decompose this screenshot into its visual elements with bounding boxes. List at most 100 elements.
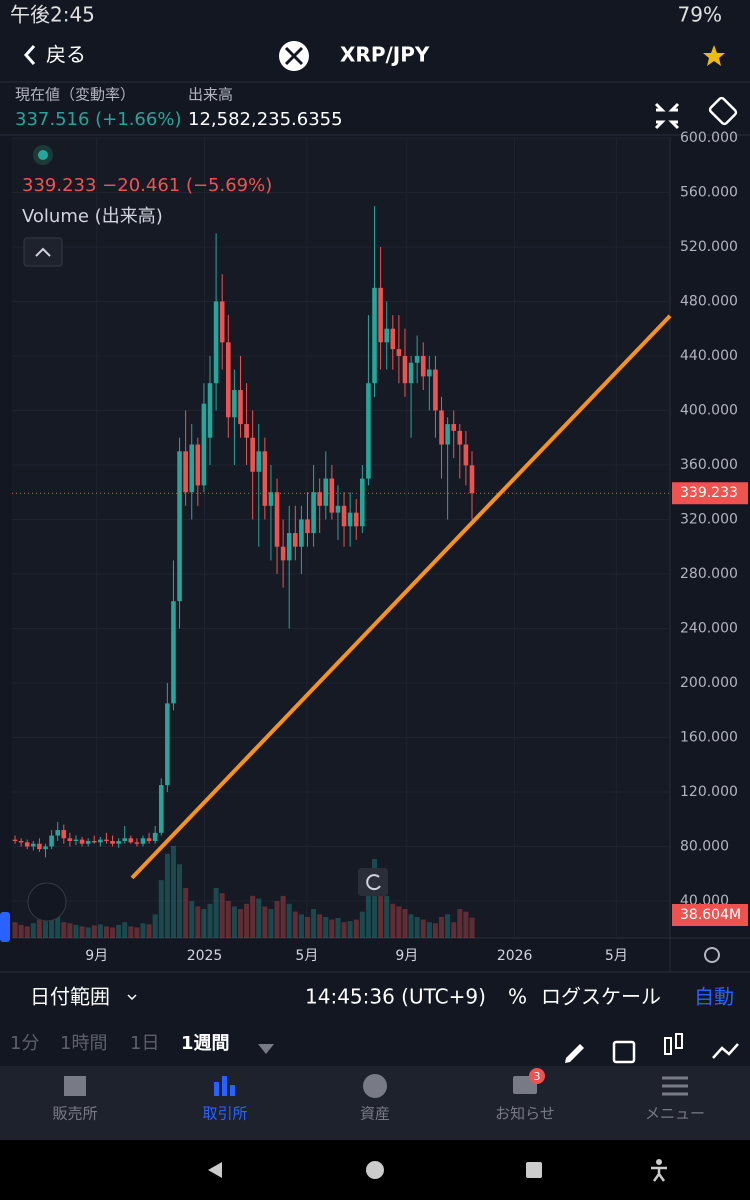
candle-body bbox=[140, 838, 146, 844]
system-back[interactable] bbox=[208, 1162, 222, 1178]
x-tick-label: 5月 bbox=[605, 948, 628, 964]
candle-body bbox=[305, 519, 310, 534]
volume-bar bbox=[244, 903, 250, 938]
nav-label[interactable]: お知らせ bbox=[495, 1105, 555, 1123]
volume-bar bbox=[237, 909, 243, 938]
volume-bar bbox=[469, 917, 475, 938]
draw-icon[interactable] bbox=[565, 1044, 584, 1063]
volume-bar bbox=[49, 918, 55, 938]
candle-body bbox=[463, 444, 469, 466]
chart: 40.00080.000120.000160.000200.000240.000… bbox=[12, 130, 750, 972]
y-tick-label: 600.000 bbox=[680, 130, 738, 146]
volume-bar bbox=[372, 859, 378, 938]
back-icon[interactable] bbox=[23, 45, 36, 65]
pair-title: XRP/JPY bbox=[340, 43, 430, 67]
candle-body bbox=[329, 478, 335, 513]
log-toggle[interactable]: ログスケール bbox=[541, 985, 661, 1009]
candle-body bbox=[12, 839, 18, 841]
save-icon[interactable] bbox=[612, 1040, 636, 1064]
interval-more[interactable] bbox=[258, 1044, 274, 1054]
interval-tab[interactable]: 1日 bbox=[130, 1033, 159, 1054]
system-recents[interactable] bbox=[526, 1162, 542, 1178]
candle-body bbox=[457, 430, 463, 445]
candle-body bbox=[353, 512, 359, 527]
volume-bar bbox=[85, 927, 91, 938]
volume-bar bbox=[359, 911, 365, 938]
volume-bar bbox=[189, 901, 195, 938]
chart-type-icon[interactable] bbox=[712, 1043, 739, 1059]
settings-icon[interactable] bbox=[704, 947, 720, 963]
reset-button[interactable] bbox=[358, 868, 388, 896]
candle-body bbox=[469, 465, 475, 494]
nav-label[interactable]: 販売所 bbox=[52, 1105, 97, 1123]
candle-body bbox=[91, 840, 97, 843]
dropdown-icon bbox=[127, 994, 137, 1001]
volume-value: 12,582,235.6355 bbox=[188, 109, 343, 130]
candle-body bbox=[67, 838, 73, 841]
candle-body bbox=[110, 840, 115, 844]
tv-logo bbox=[27, 882, 67, 922]
candle-body bbox=[98, 839, 103, 843]
candle-body bbox=[439, 410, 444, 445]
volume-bar bbox=[384, 895, 390, 938]
volume-bar bbox=[30, 923, 36, 938]
back-button[interactable]: 戻る bbox=[46, 43, 86, 67]
nav-icon bbox=[230, 1085, 235, 1096]
side-tab[interactable] bbox=[0, 912, 10, 942]
candle-body bbox=[232, 390, 237, 418]
volume-bar bbox=[97, 924, 103, 938]
interval-tab[interactable]: 1時間 bbox=[60, 1033, 107, 1054]
plot-area bbox=[12, 137, 670, 938]
nav-label[interactable]: 資産 bbox=[360, 1105, 390, 1123]
date-range[interactable]: 日付範囲 bbox=[30, 985, 110, 1009]
nav-label[interactable]: 取引所 bbox=[202, 1105, 247, 1123]
auto-toggle[interactable]: 自動 bbox=[694, 985, 734, 1009]
volume-bar bbox=[274, 901, 280, 938]
indicator-icon bbox=[675, 1033, 683, 1049]
candle-body bbox=[250, 437, 255, 472]
y-tick-label: 160.000 bbox=[680, 729, 738, 745]
y-tick-label: 80.000 bbox=[680, 838, 729, 854]
candle-body bbox=[213, 301, 219, 384]
volume-bar bbox=[213, 888, 219, 938]
nav-label[interactable]: メニュー bbox=[645, 1105, 705, 1123]
y-tick-label: 480.000 bbox=[680, 293, 738, 309]
volume-bar bbox=[445, 914, 451, 938]
candle-body bbox=[79, 839, 85, 844]
accessibility[interactable] bbox=[656, 1159, 662, 1165]
volume-bar bbox=[231, 906, 237, 938]
candle-body bbox=[366, 383, 371, 479]
accessibility bbox=[651, 1166, 667, 1182]
rotate-icon[interactable] bbox=[708, 96, 738, 126]
candle-body bbox=[360, 478, 365, 527]
candle-body bbox=[85, 840, 91, 844]
volume-bar bbox=[122, 922, 128, 938]
status-dot bbox=[38, 150, 48, 160]
system-home[interactable] bbox=[366, 1161, 384, 1179]
price-label: 現在値（変動率） bbox=[15, 86, 135, 104]
volume-bar bbox=[262, 906, 268, 938]
candle-body bbox=[43, 846, 48, 850]
last-price-label: 339.233 bbox=[680, 485, 738, 501]
candle-body bbox=[128, 838, 134, 843]
volume-bar bbox=[225, 901, 231, 938]
candle-body bbox=[207, 383, 213, 438]
volume-bar bbox=[55, 914, 61, 938]
volume-bar bbox=[304, 916, 310, 938]
candle-body bbox=[244, 424, 249, 438]
favorite-star[interactable] bbox=[703, 45, 725, 66]
volume-bar bbox=[378, 880, 384, 938]
candle-body bbox=[396, 349, 402, 356]
candle-body bbox=[262, 451, 268, 506]
interval-tab[interactable]: 1分 bbox=[10, 1033, 39, 1054]
y-tick-label: 560.000 bbox=[680, 184, 738, 200]
price-value: 337.516 (+1.66%) bbox=[15, 109, 181, 130]
interval-tab[interactable]: 1週間 bbox=[181, 1033, 230, 1054]
candle-body bbox=[61, 830, 67, 839]
fullscreen-icon[interactable] bbox=[654, 102, 680, 130]
candle-body bbox=[146, 838, 152, 841]
collapse-button[interactable] bbox=[23, 237, 63, 267]
y-tick-label: 240.000 bbox=[680, 620, 738, 636]
indicator-icon[interactable] bbox=[664, 1037, 672, 1055]
percent-toggle[interactable]: % bbox=[508, 985, 527, 1009]
